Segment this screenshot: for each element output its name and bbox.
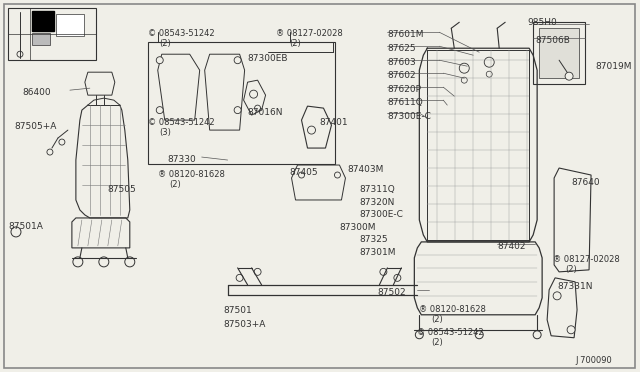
Text: 985H0: 985H0: [527, 18, 557, 27]
Text: 87503+A: 87503+A: [223, 320, 266, 329]
Circle shape: [486, 71, 492, 77]
Text: 87402: 87402: [497, 242, 525, 251]
Circle shape: [59, 139, 65, 145]
Polygon shape: [244, 80, 266, 115]
Text: 87501A: 87501A: [8, 222, 43, 231]
Circle shape: [11, 227, 21, 237]
Circle shape: [73, 257, 83, 267]
Polygon shape: [547, 278, 577, 338]
Polygon shape: [292, 165, 346, 200]
Text: 87611Q: 87611Q: [387, 98, 423, 107]
Bar: [56, 14, 84, 36]
Text: 87601M: 87601M: [387, 30, 424, 39]
Polygon shape: [301, 106, 332, 148]
Circle shape: [565, 72, 573, 80]
Polygon shape: [32, 11, 54, 31]
Text: 87016N: 87016N: [248, 108, 283, 117]
Text: 87403M: 87403M: [348, 165, 384, 174]
Bar: [539, 28, 579, 78]
Text: (2): (2): [565, 265, 577, 274]
Text: ® 08120-81628: ® 08120-81628: [419, 305, 486, 314]
Polygon shape: [205, 54, 244, 130]
Polygon shape: [414, 242, 542, 315]
Text: 87325: 87325: [360, 235, 388, 244]
Text: ® 08127-02028: ® 08127-02028: [276, 29, 342, 38]
Circle shape: [156, 57, 163, 64]
Polygon shape: [554, 168, 591, 272]
Circle shape: [380, 268, 387, 275]
Text: 87300E-C: 87300E-C: [387, 112, 431, 121]
Text: (2): (2): [431, 338, 443, 347]
Circle shape: [47, 149, 53, 155]
Text: 87505: 87505: [108, 185, 136, 194]
Circle shape: [99, 257, 109, 267]
Circle shape: [234, 107, 241, 113]
Text: 87505+A: 87505+A: [14, 122, 56, 131]
Circle shape: [234, 57, 241, 64]
Text: 87506B: 87506B: [535, 36, 570, 45]
Text: 87019M: 87019M: [595, 62, 632, 71]
Text: 87301M: 87301M: [360, 248, 396, 257]
Polygon shape: [72, 218, 130, 248]
Circle shape: [533, 331, 541, 339]
Text: 87625: 87625: [387, 44, 416, 53]
Bar: [8, 8, 96, 60]
Circle shape: [567, 326, 575, 334]
Text: ® 08120-81628: ® 08120-81628: [157, 170, 225, 179]
Bar: [148, 42, 335, 164]
Circle shape: [476, 331, 483, 339]
Circle shape: [17, 51, 23, 57]
Bar: [32, 33, 50, 45]
Circle shape: [236, 275, 243, 281]
Text: 87320N: 87320N: [360, 198, 395, 207]
Text: 87405: 87405: [289, 168, 318, 177]
Polygon shape: [85, 72, 115, 95]
Text: 87300M: 87300M: [339, 223, 376, 232]
Text: © 08543-51242: © 08543-51242: [417, 328, 484, 337]
Text: 87603: 87603: [387, 58, 416, 67]
Text: © 08543-51242: © 08543-51242: [148, 29, 214, 38]
Text: ® 08127-02028: ® 08127-02028: [553, 255, 620, 264]
Text: (2): (2): [170, 180, 182, 189]
Circle shape: [460, 63, 469, 73]
Text: (2): (2): [431, 315, 443, 324]
Text: 87640: 87640: [571, 178, 600, 187]
Circle shape: [415, 331, 423, 339]
Text: 87300EB: 87300EB: [248, 54, 288, 63]
Text: © 08543-51242: © 08543-51242: [148, 118, 214, 127]
Circle shape: [125, 257, 135, 267]
Text: 87300E-C: 87300E-C: [360, 210, 403, 219]
Polygon shape: [157, 54, 200, 120]
Circle shape: [255, 105, 260, 111]
Text: 87501: 87501: [223, 306, 252, 315]
Text: 87311Q: 87311Q: [360, 185, 395, 194]
Text: (2): (2): [160, 39, 172, 48]
Text: 87620P: 87620P: [387, 85, 421, 94]
Text: 87401: 87401: [319, 118, 348, 127]
Circle shape: [250, 90, 257, 98]
Text: (2): (2): [289, 39, 301, 48]
Circle shape: [484, 57, 494, 67]
Circle shape: [553, 292, 561, 300]
Circle shape: [461, 77, 467, 83]
Text: J 700090: J 700090: [575, 356, 612, 365]
Text: 87602: 87602: [387, 71, 416, 80]
Text: 87502: 87502: [378, 288, 406, 297]
Text: 87331N: 87331N: [557, 282, 593, 291]
Circle shape: [307, 126, 316, 134]
Text: 86400: 86400: [22, 88, 51, 97]
Text: (3): (3): [160, 128, 172, 137]
Text: 87330: 87330: [168, 155, 196, 164]
Circle shape: [298, 172, 305, 178]
Circle shape: [156, 107, 163, 113]
Bar: [533, 22, 585, 84]
Circle shape: [394, 275, 401, 281]
Circle shape: [335, 172, 340, 178]
Circle shape: [254, 268, 261, 275]
